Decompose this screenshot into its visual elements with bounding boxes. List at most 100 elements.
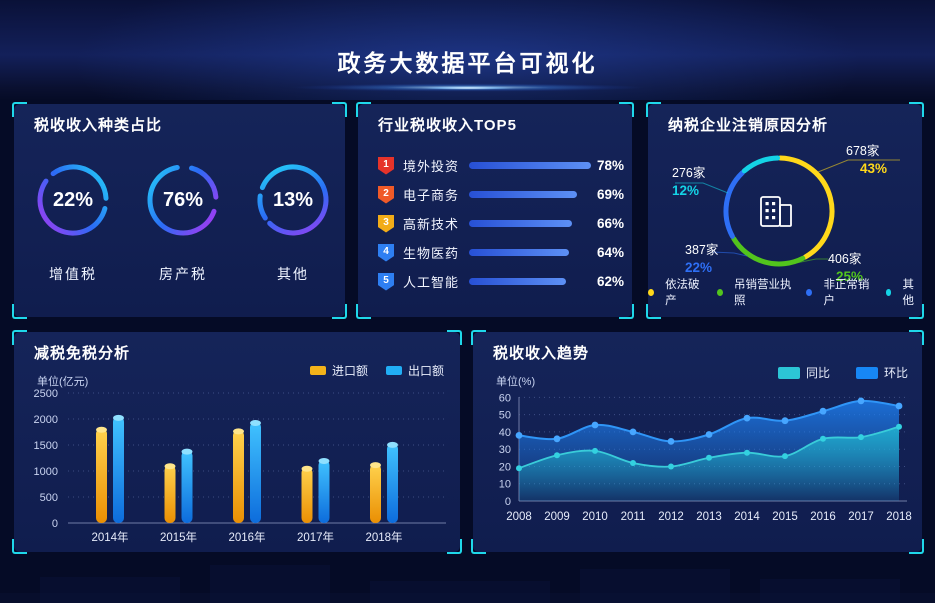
slice-percent: 25% [836,268,864,284]
svg-text:1500: 1500 [34,440,58,452]
svg-text:2018: 2018 [886,511,912,523]
top5-bar [469,191,591,198]
top5-row: 3 高新技术 66% [378,209,624,238]
legend-item-export[interactable]: 出口额 [385,362,444,379]
donut-label: 房产税 [159,266,207,282]
top5-label: 人工智能 [403,275,460,290]
legend-item[interactable]: 其他 [885,276,922,308]
svg-text:60: 60 [499,392,511,404]
top5-percent: 64% [596,245,624,260]
slice-percent: 22% [685,259,713,275]
corner-bracket [356,102,371,117]
rank-badge: 1 [378,156,394,175]
svg-text:2016年: 2016年 [228,530,265,544]
corner-bracket [12,304,27,319]
top5-percent: 69% [596,187,624,202]
legend-item-mom[interactable]: 环比 [855,364,908,381]
title-flare [232,82,703,93]
slice-label: 387家 22% [685,243,718,277]
svg-text:0: 0 [505,496,511,508]
header: 政务大数据平台可视化 [0,0,935,100]
svg-text:2011: 2011 [621,511,646,523]
top5-bar [469,220,591,227]
slice-label: 406家 25% [828,252,863,286]
top5-bar [469,278,591,285]
building-icon [760,196,792,227]
svg-text:2013: 2013 [696,511,722,523]
panel-title: 行业税收收入TOP5 [378,117,517,134]
legend-label: 其他 [902,279,914,307]
svg-text:500: 500 [40,492,58,504]
top5-bar [469,249,591,256]
top5-label: 生物医药 [403,246,460,261]
panel-tax-reduction: 减税免税分析 单位(亿元) 进口额 出口额 0 500 1000 1500 2000 25… [12,330,462,554]
top5-row: 5 人工智能 62% [378,267,624,296]
legend-dot [648,288,655,296]
corner-bracket [909,102,924,117]
donut-percent: 76% [162,188,204,211]
legend-label: 同比 [805,366,830,380]
top5-row: 2 电子商务 69% [378,180,624,209]
slice-percent: 12% [672,182,700,198]
donut-percent: 13% [272,188,314,211]
unit-label: 单位(%) [496,376,536,388]
legend-item[interactable]: 吊销营业执照 [716,276,794,308]
legend-label: 依法破产 [665,279,700,307]
svg-text:2016: 2016 [810,511,836,523]
rank-badge: 2 [378,185,394,204]
legend-item[interactable]: 非正常销户 [806,276,873,308]
svg-text:20: 20 [499,461,511,473]
svg-text:10: 10 [499,479,511,491]
legend-item-import[interactable]: 进口额 [309,362,368,379]
donut-ring [147,165,219,236]
svg-text:0: 0 [52,518,58,530]
corner-bracket [471,330,486,345]
legend-swatch [309,366,326,375]
page-title: 政务大数据平台可视化 [337,50,598,76]
legend-label: 吊销营业执照 [734,279,792,307]
panel-trend: 税收收入趋势 单位(%) 同比 环比 0 10 20 30 40 50 60 2008 2009… [471,330,924,554]
svg-text:50: 50 [499,410,511,422]
panel-title: 减税免税分析 [34,345,131,362]
donut-percent: 22% [52,188,94,211]
corner-bracket [356,304,371,319]
cancellation-chart: 678家 43% 406家 25% 387家 22% 276家 12% [648,104,922,317]
svg-text:2000: 2000 [34,414,58,426]
legend-item[interactable]: 依法破产 [648,276,705,308]
top5-percent: 78% [596,158,624,173]
industry-top5-list: 1 境外投资 78% 2 电子商务 69% 3 高新技术 66% 4 生物医药 64% 5 人工智能 62% [378,151,624,296]
top5-row: 1 境外投资 78% [378,151,624,180]
slice-label: 678家 43% [846,144,887,178]
slice-count: 276家 [672,166,706,180]
legend-dot [806,288,813,296]
slice-label: 276家 12% [672,166,705,200]
svg-text:2014: 2014 [734,511,760,523]
corner-bracket [471,539,486,554]
corner-bracket [909,304,924,319]
donut-0: 22% 增值税 [34,161,112,283]
corner-bracket [619,102,634,117]
rank-badge: 3 [378,214,394,233]
slice-count: 678家 [846,144,880,158]
legend-item-yoy[interactable]: 同比 [777,364,830,381]
corner-bracket [12,330,27,345]
cancellation-legend: 依法破产 吊销营业执照 非正常销户 其他 [648,276,922,308]
corner-bracket [646,304,661,319]
donut-ring [257,164,329,236]
panel-tax-share: 税收收入种类占比 22% 增值税 76% 房产税 13% 其他 [12,102,347,319]
city-silhouette [0,555,935,603]
donut-ring [37,164,109,236]
svg-text:2017年: 2017年 [297,530,334,544]
donut-1: 76% 房产税 [144,161,222,283]
top5-label: 高新技术 [403,217,460,232]
legend-label: 环比 [883,366,908,380]
corner-bracket [619,304,634,319]
corner-bracket [909,330,924,345]
donut-2: 13% 其他 [254,161,332,283]
legend-label: 出口额 [407,364,444,378]
rank-badge: 4 [378,243,394,262]
svg-text:2015年: 2015年 [160,530,197,544]
svg-text:2010: 2010 [582,511,608,523]
top5-row: 4 生物医药 64% [378,238,624,267]
